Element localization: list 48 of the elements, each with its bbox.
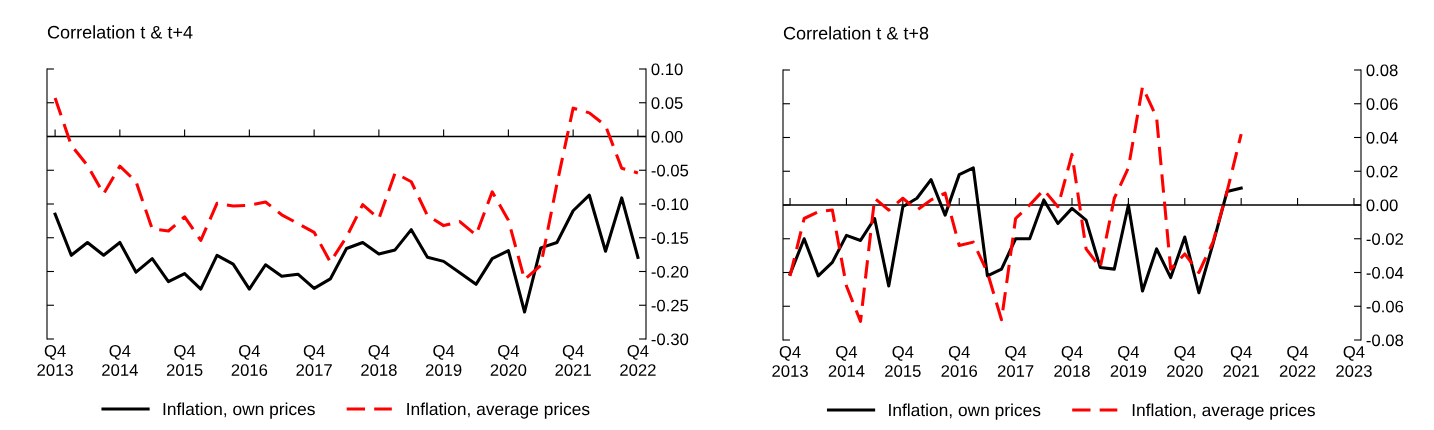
y-tick-label: -0.05 bbox=[651, 164, 689, 177]
line-series bbox=[53, 193, 640, 314]
y-tick-label: 0.05 bbox=[651, 97, 683, 109]
x-tick-label: Q4 2021 bbox=[555, 345, 591, 376]
y-tick-label: -0.10 bbox=[651, 198, 689, 211]
y-tick-label: -0.20 bbox=[651, 265, 689, 278]
x-tick-label: Q4 2020 bbox=[1167, 346, 1203, 377]
x-tick-label: Q4 2019 bbox=[425, 345, 462, 376]
y-tick-label: -0.08 bbox=[1366, 334, 1404, 347]
y-tick-label: 0.02 bbox=[1366, 165, 1398, 178]
y-tick-label: -0.30 bbox=[651, 333, 689, 346]
x-tick-label: Q4 2015 bbox=[885, 346, 921, 377]
x-tick-label: Q4 2023 bbox=[1336, 346, 1372, 377]
y-tick-label: -0.04 bbox=[1366, 266, 1404, 279]
line-series bbox=[788, 85, 1243, 323]
y-tick-label: 0.04 bbox=[1366, 131, 1398, 144]
x-tick-label: Q4 2014 bbox=[828, 346, 865, 377]
y-tick-label: 0.00 bbox=[651, 130, 683, 143]
x-tick-label: Q4 2016 bbox=[941, 346, 978, 377]
legend-label: Inflation, average prices bbox=[1132, 403, 1315, 420]
legend-label: Inflation, own prices bbox=[163, 402, 315, 419]
x-tick-label: Q4 2017 bbox=[296, 345, 332, 376]
chart-title: Correlation t & t+4 bbox=[47, 25, 193, 39]
y-tick-label: -0.25 bbox=[651, 299, 689, 312]
x-tick-label: Q4 2020 bbox=[490, 345, 527, 376]
y-tick-label: 0.08 bbox=[1366, 64, 1398, 77]
x-tick-label: Q4 2022 bbox=[1279, 346, 1316, 377]
x-tick-label: Q4 2018 bbox=[361, 345, 397, 376]
x-tick-label: Q4 2014 bbox=[102, 345, 138, 376]
x-tick-label: Q4 2013 bbox=[772, 346, 808, 377]
x-tick-label: Q4 2016 bbox=[231, 345, 268, 376]
y-tick-label: -0.02 bbox=[1366, 233, 1404, 245]
x-tick-label: Q4 2021 bbox=[1223, 346, 1259, 377]
y-tick-label: 0.10 bbox=[651, 63, 683, 76]
x-tick-label: Q4 2018 bbox=[1054, 346, 1090, 377]
legend-label: Inflation, own prices bbox=[889, 403, 1041, 420]
legend-label: Inflation, average prices bbox=[407, 402, 590, 419]
x-tick-label: Q4 2013 bbox=[37, 345, 73, 376]
y-tick-label: -0.06 bbox=[1366, 300, 1404, 313]
line-series bbox=[53, 96, 640, 282]
x-tick-label: Q4 2015 bbox=[166, 345, 203, 376]
x-tick-label: Q4 2022 bbox=[620, 345, 656, 376]
y-tick-label: 0.06 bbox=[1366, 98, 1398, 110]
chart-title: Correlation t & t+8 bbox=[783, 26, 929, 40]
x-tick-label: Q4 2017 bbox=[997, 346, 1034, 377]
y-tick-label: -0.15 bbox=[651, 232, 689, 244]
x-tick-label: Q4 2019 bbox=[1110, 346, 1147, 377]
y-tick-label: 0.00 bbox=[1366, 199, 1398, 212]
